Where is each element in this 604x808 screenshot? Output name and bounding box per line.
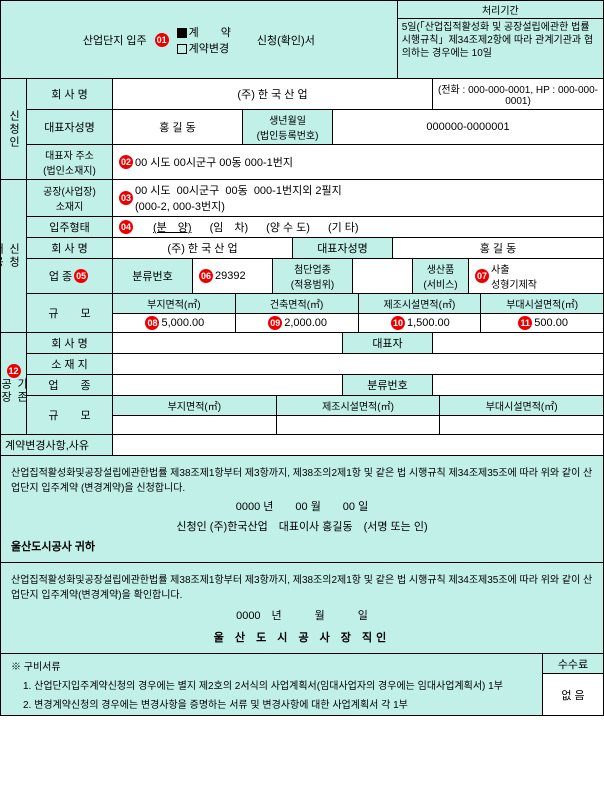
ev-aux [440,416,603,434]
company-label: 회 사 명 [27,79,113,109]
company-value: (주) 한 국 산 업 [113,79,433,109]
add-value [353,259,413,293]
ev-mfg [277,416,441,434]
title-left: 산업단지 입주 [83,32,147,48]
badge-05: 05 [74,269,88,283]
birth-label: 생년월일 (법인등록번호) [243,110,333,144]
badge-10: 10 [391,316,405,330]
badge-08: 08 [145,316,159,330]
eh-mfg: 제조시설면적(㎡) [277,396,441,415]
v-mfg: 101,500.00 [359,314,482,332]
phone-value: (전화 : 000-000-0001, HP : 000-000-0001) [433,79,603,109]
fee-block: 수수료 없 음 [543,654,603,715]
declaration-1: 산업집적활성화및공장설립에관한법률 제38조제1항부터 제3항까지, 제38조의… [1,456,603,562]
title-right: 신청(확인)서 [257,32,315,48]
section-contract: 입주계약 신청 내용 [1,180,27,332]
v-site: 085,000.00 [113,314,236,332]
fee-value: 없 음 [543,674,603,715]
h-site: 부지면적(㎡) [113,294,236,313]
eh-site: 부지면적(㎡) [113,396,277,415]
e-loc-label: 소 재 지 [27,354,113,374]
c-company-label: 회 사 명 [27,238,113,258]
scale-label: 규 모 [27,294,113,332]
to: 울산도시공사 귀하 [11,538,593,554]
badge-01: 01 [155,33,169,47]
h-mfg: 제조시설면적(㎡) [359,294,482,313]
rep-label: 대표자성명 [27,110,113,144]
rep-value: 홍 길 동 [113,110,243,144]
ev-site [113,416,277,434]
date-1: 0000 년 00 월 00 일 [11,498,593,514]
title-block: 산업단지 입주 01 계 약 계약변경 신청(확인)서 [1,1,398,78]
processing-period: 처리기간 5일(「산업집적활성화 및 공장설립에관한 법률 시행규칙」제34조제… [398,1,603,78]
e-biz-label: 업 종 [27,375,113,395]
biz-label: 업 종05 [27,259,113,293]
fac-label: 공장(사업장) 소재지 [27,180,113,216]
e-rep-value [433,333,603,353]
prod-value: 07사출 성형기제작 [469,259,603,293]
requirements: ※ 구비서류 1. 산업단지입주계약신청의 경우에는 별지 제2호의 2서식의 … [1,654,543,715]
declaration-2: 산업집적활성화및공장설립에관한법률 제38조제1항부터 제3항까지, 제38조의… [1,563,603,653]
badge-03: 03 [119,191,133,205]
badge-11: 11 [518,316,532,330]
e-loc-value [113,354,603,374]
section-existing: 12 기존 공장 [1,333,27,434]
section-applicant: 신청인 [1,79,27,179]
e-scale-label: 규 모 [27,396,113,434]
date-2: 0000 년 월 일 [11,607,593,623]
e-class-label: 분류번호 [343,375,433,395]
c-company-value: (주) 한 국 산 업 [113,238,293,258]
e-company-value [113,333,343,353]
form-page: 산업단지 입주 01 계 약 계약변경 신청(확인)서 처리기간 5일(「산업집… [0,0,604,716]
addr-label: 대표자 주소 (법인소재지) [27,145,113,179]
badge-09: 09 [268,316,282,330]
checkbox-contract[interactable] [177,28,187,38]
birth-value: 000000-0000001 [333,110,603,144]
fee-label: 수수료 [543,654,603,674]
occ-value: 04 (분 양) (임 차) (양 수 도) (기 타) [113,217,603,237]
change-label: 계약변경사항,사유 [1,435,113,455]
badge-02: 02 [119,155,133,169]
badge-07: 07 [475,269,489,283]
contract-options: 계 약 계약변경 [177,24,231,56]
addr-value: 02 00 시도 00시군구 00동 000-1번지 [113,145,603,179]
fac-value: 03 00 시도 00시군구 00동 000-1번지외 2필지 (000-2, … [113,180,603,216]
signer: 신청인 (주)한국산업 대표이사 홍길동 (서명 또는 인) [11,518,593,534]
prod-label: 생산품 (서비스) [413,259,469,293]
class-value: 0629392 [193,259,273,293]
h-aux: 부대시설면적(㎡) [481,294,603,313]
official: 울 산 도 시 공 사 장 직인 [11,629,593,645]
c-rep-value: 홍 길 동 [393,238,603,258]
occ-label: 입주형태 [27,217,113,237]
c-rep-label: 대표자성명 [293,238,393,258]
proc-body: 5일(「산업집적활성화 및 공장설립에관한 법률 시행규칙」제34조제2항에 따… [398,19,603,62]
eh-aux: 부대시설면적(㎡) [440,396,603,415]
badge-04: 04 [119,220,133,234]
h-bldg: 건축면적(㎡) [236,294,359,313]
v-aux: 11500.00 [481,314,603,332]
e-company-label: 회 사 명 [27,333,113,353]
badge-06: 06 [199,269,213,283]
e-class-value [433,375,603,395]
class-label: 분류번호 [113,259,193,293]
change-value [113,435,603,455]
badge-12: 12 [7,364,21,378]
checkbox-change[interactable] [177,44,187,54]
v-bldg: 092,000.00 [236,314,359,332]
e-biz-value [113,375,343,395]
add-label: 첨단업종 (적용범위) [273,259,353,293]
e-rep-label: 대표자 [343,333,433,353]
proc-head: 처리기간 [398,1,603,19]
